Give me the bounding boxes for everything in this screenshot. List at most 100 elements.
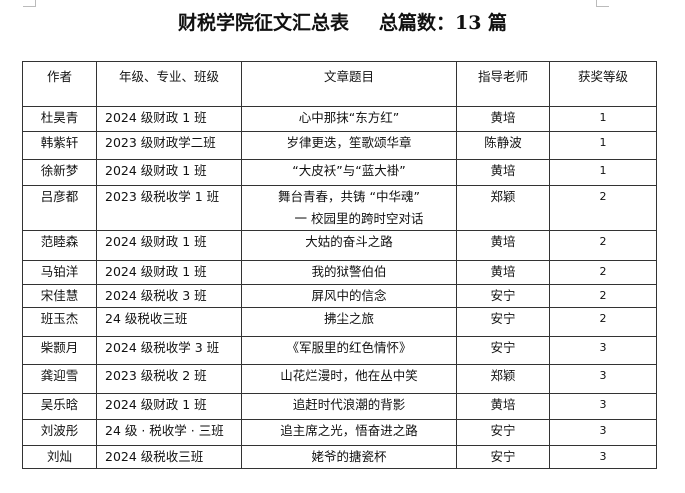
cell-title: “大皮袄”与“蓝大褂”: [241, 159, 457, 186]
cell-teacher-text: 安宁: [490, 288, 516, 303]
cell-level-text: 2: [599, 190, 607, 203]
header-level: 获奖等级: [549, 61, 657, 107]
cell-class: 2023 级税收 2 班: [96, 364, 242, 394]
cell-level: 3: [549, 445, 657, 469]
cell-class-text: 2024 级税收 3 班: [105, 288, 207, 303]
cell-class-text: 24 级 · 税收学 · 三班: [105, 423, 224, 438]
cell-level: 1: [549, 131, 657, 160]
cell-teacher: 安宁: [456, 336, 550, 365]
header-class: 年级、专业、班级: [96, 61, 242, 107]
cell-author-text: 刘波彤: [40, 423, 79, 438]
cell-teacher-text: 黄培: [490, 110, 516, 125]
cell-title-text: 山花烂漫时，他在丛中笑: [280, 368, 418, 383]
cell-author-text: 范睦森: [40, 234, 79, 249]
essay-summary-table: 作者 年级、专业、班级 文章题目 指导老师 获奖等级 杜昊青 2024 级财政 1…: [22, 61, 657, 469]
cell-class: 2024 级财政 1 班: [96, 159, 242, 186]
cell-title-text: 我的狱警伯伯: [311, 264, 387, 279]
title-text: 财税学院征文汇总表: [177, 12, 349, 34]
page-corner-mark: [23, 0, 36, 7]
cell-class: 2024 级税收学 3 班: [96, 336, 242, 365]
cell-class: 2024 级财政 1 班: [96, 393, 242, 420]
cell-title-text: “大皮袄”与“蓝大褂”: [292, 163, 406, 178]
cell-teacher-text: 安宁: [490, 311, 516, 326]
cell-teacher-text: 郑颖: [490, 368, 516, 383]
cell-teacher: 黄培: [456, 106, 550, 132]
cell-level: 3: [549, 336, 657, 365]
cell-author-text: 宋佳慧: [40, 288, 79, 303]
cell-class: 2023 级税收学 1 班: [96, 185, 242, 231]
cell-author: 范睦森: [22, 230, 97, 261]
table-row: 刘灿 2024 级税收三班 姥爷的搪瓷杯 安宁 3: [22, 445, 657, 469]
cell-author-text: 刘灿: [46, 449, 72, 464]
cell-title: 追主席之光，悟奋进之路: [241, 419, 457, 446]
cell-title-text: 心中那抹“东方红”: [298, 110, 400, 125]
page-corner-mark: [596, 0, 609, 7]
cell-level-text: 3: [599, 398, 607, 411]
cell-level: 2: [549, 230, 657, 261]
cell-class: 2024 级税收 3 班: [96, 284, 242, 308]
cell-teacher-text: 黄培: [490, 264, 516, 279]
cell-author: 刘灿: [22, 445, 97, 469]
cell-teacher: 黄培: [456, 230, 550, 261]
table-row: 龚迎雪 2023 级税收 2 班 山花烂漫时，他在丛中笑 郑颖 3: [22, 364, 657, 394]
cell-level: 2: [549, 185, 657, 231]
cell-author: 刘波彤: [22, 419, 97, 446]
cell-level-text: 3: [599, 341, 607, 354]
cell-class-text: 2024 级税收三班: [105, 449, 204, 464]
table-row: 杜昊青 2024 级财政 1 班 心中那抹“东方红” 黄培 1: [22, 106, 657, 132]
cell-teacher: 安宁: [456, 445, 550, 469]
cell-teacher: 郑颖: [456, 364, 550, 394]
cell-teacher: 黄培: [456, 393, 550, 420]
table-row: 刘波彤 24 级 · 税收学 · 三班 追主席之光，悟奋进之路 安宁 3: [22, 419, 657, 446]
cell-teacher-text: 黄培: [490, 234, 516, 249]
cell-level-text: 1: [599, 111, 607, 124]
cell-title-text: 追主席之光，悟奋进之路: [280, 423, 418, 438]
cell-level-text: 2: [599, 265, 607, 278]
cell-teacher-text: 郑颖: [490, 189, 516, 204]
cell-title-text: 《军服里的红色情怀》: [286, 340, 412, 355]
cell-author: 吕彦都: [22, 185, 97, 231]
cell-author-text: 班玉杰: [40, 311, 79, 326]
cell-class-text: 2024 级税收学 3 班: [105, 340, 220, 355]
cell-title-text: 大姑的奋斗之路: [305, 234, 393, 249]
cell-class: 2024 级财政 1 班: [96, 106, 242, 132]
cell-title: 我的狱警伯伯: [241, 260, 457, 285]
cell-title: 山花烂漫时，他在丛中笑: [241, 364, 457, 394]
table-row: 吕彦都 2023 级税收学 1 班 舞台青春，共铸 “中华魂” 一 校园里的跨时空对话…: [22, 185, 657, 231]
table-row: 韩紫轩 2023 级财政学二班 岁律更迭，笙歌颂华章 陈静波 1: [22, 131, 657, 160]
cell-author: 班玉杰: [22, 307, 97, 337]
cell-level-text: 3: [599, 424, 607, 437]
cell-author: 杜昊青: [22, 106, 97, 132]
table-row: 范睦森 2024 级财政 1 班 大姑的奋斗之路 黄培 2: [22, 230, 657, 261]
header-row: 作者 年级、专业、班级 文章题目 指导老师 获奖等级: [22, 61, 657, 107]
cell-author-text: 吴乐晗: [40, 397, 79, 412]
table-row: 宋佳慧 2024 级税收 3 班 屏风中的信念 安宁 2: [22, 284, 657, 308]
header-author: 作者: [22, 61, 97, 107]
cell-title: 大姑的奋斗之路: [241, 230, 457, 261]
total-count: 总篇数：13 篇: [378, 12, 508, 34]
cell-title: 舞台青春，共铸 “中华魂” 一 校园里的跨时空对话: [241, 185, 457, 231]
cell-teacher-text: 安宁: [490, 423, 516, 438]
cell-class: 2024 级财政 1 班: [96, 230, 242, 261]
table-row: 班玉杰 24 级税收三班 拂尘之旅 安宁 2: [22, 307, 657, 337]
cell-teacher: 黄培: [456, 159, 550, 186]
cell-teacher-text: 黄培: [490, 397, 516, 412]
cell-level-text: 2: [599, 235, 607, 248]
cell-author-text: 马铂洋: [40, 264, 79, 279]
cell-title-text: 姥爷的搪瓷杯: [311, 449, 387, 464]
table-row: 徐新梦 2024 级财政 1 班 “大皮袄”与“蓝大褂” 黄培 1: [22, 159, 657, 186]
cell-class-text: 2024 级财政 1 班: [105, 234, 207, 249]
cell-level: 1: [549, 106, 657, 132]
cell-title-text: 舞台青春，共铸 “中华魂”: [278, 189, 420, 204]
cell-class: 2023 级财政学二班: [96, 131, 242, 160]
cell-level: 1: [549, 159, 657, 186]
cell-teacher: 黄培: [456, 260, 550, 285]
cell-level-text: 2: [599, 312, 607, 325]
cell-author: 徐新梦: [22, 159, 97, 186]
cell-author-text: 吕彦都: [40, 189, 79, 204]
cell-level-text: 3: [599, 450, 607, 463]
cell-teacher-text: 陈静波: [484, 135, 522, 150]
cell-level-text: 2: [599, 289, 607, 302]
cell-title-text: 屏风中的信念: [311, 288, 387, 303]
cell-class: 24 级税收三班: [96, 307, 242, 337]
